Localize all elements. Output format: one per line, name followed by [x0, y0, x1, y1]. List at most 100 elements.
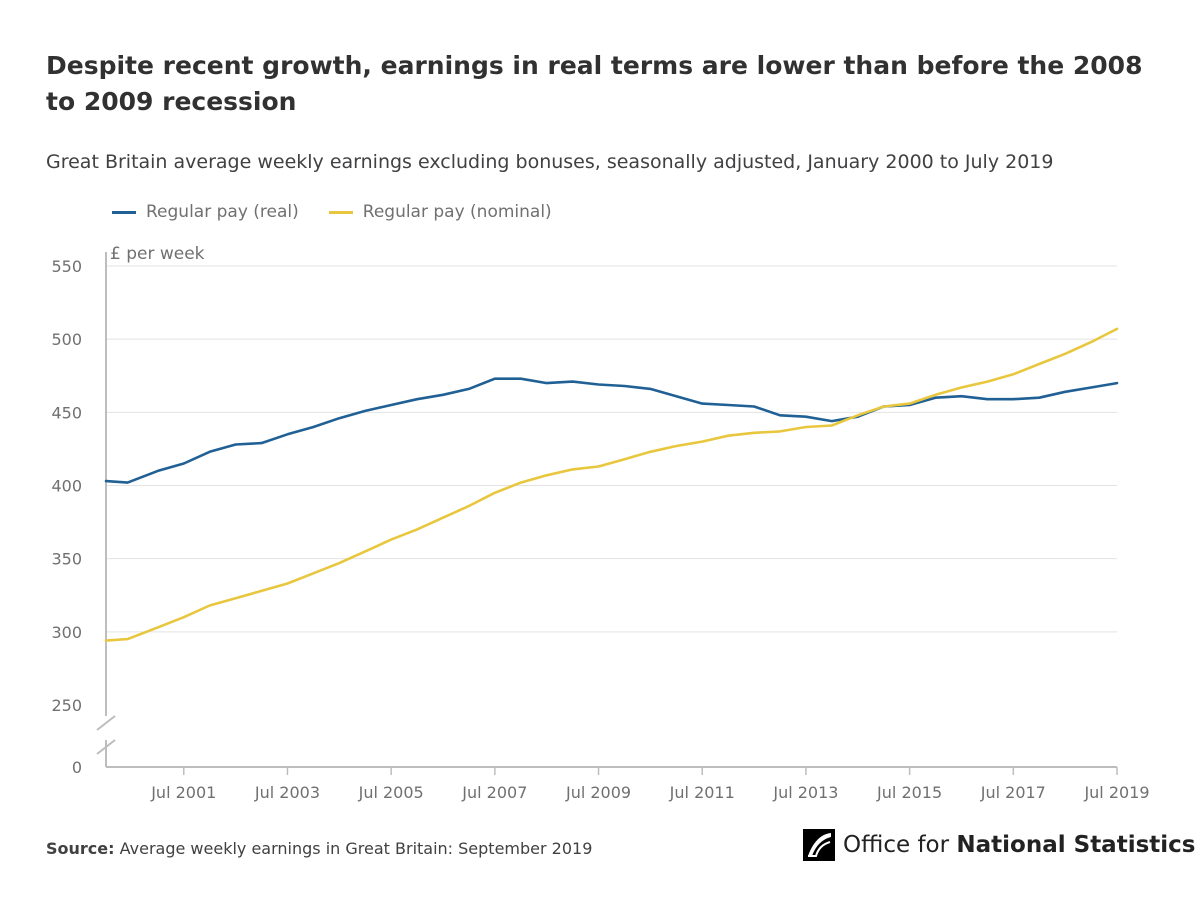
y-tick-350: 350 — [51, 550, 82, 569]
data-point-nominal-14 — [468, 505, 470, 507]
data-point-real-36 — [1038, 396, 1040, 399]
data-point-nominal-21 — [649, 451, 652, 453]
data-point-nominal-12 — [416, 528, 418, 531]
data-point-real-34 — [986, 398, 989, 400]
series-line-nominal — [104, 327, 1119, 642]
x-tick-label-1: Jul 2003 — [254, 783, 320, 802]
data-point-real-14 — [468, 388, 470, 390]
line-chart: 0 250 300 350 400 450 500 550 £ per week Jul 20… — [51, 244, 1149, 802]
data-point-nominal-15 — [494, 492, 496, 494]
axes — [96, 252, 1117, 768]
legend-swatch-nominal — [328, 210, 353, 214]
x-tick-label-7: Jul 2015 — [876, 783, 942, 802]
data-point-real-16 — [520, 377, 522, 380]
data-point-real-38 — [1090, 386, 1092, 389]
data-point-nominal-36 — [1038, 363, 1040, 365]
data-point-real-15 — [494, 377, 496, 380]
data-point-nominal-26 — [779, 430, 781, 433]
data-point-real-25 — [753, 405, 755, 408]
y-tick-550: 550 — [51, 257, 82, 276]
data-point-real-8 — [312, 426, 315, 428]
data-point-real-3 — [183, 462, 185, 465]
chart-title: Despite recent growth, earnings in real … — [46, 51, 1143, 116]
data-point-real-7 — [286, 433, 289, 436]
data-point-real-17 — [545, 382, 548, 384]
data-point-real-39 — [1116, 382, 1118, 384]
x-tick-label-2: Jul 2005 — [358, 783, 424, 802]
data-point-nominal-1 — [126, 638, 129, 640]
data-point-real-23 — [701, 402, 703, 405]
data-point-real-24 — [727, 404, 729, 406]
x-tick-label-4: Jul 2009 — [565, 783, 631, 802]
ons-logo-text: Office for National Statistics — [843, 832, 1195, 858]
data-point-real-32 — [934, 396, 937, 399]
data-point-nominal-0 — [105, 639, 107, 642]
data-point-real-22 — [675, 395, 678, 397]
data-point-real-10 — [364, 410, 367, 412]
data-point-real-19 — [597, 383, 600, 386]
data-point-nominal-28 — [831, 424, 833, 427]
data-point-nominal-5 — [234, 597, 237, 599]
data-point-nominal-8 — [312, 572, 315, 575]
x-tick-label-5: Jul 2011 — [669, 783, 735, 802]
data-point-real-0 — [105, 480, 107, 482]
data-point-nominal-29 — [857, 414, 859, 417]
chart-subtitle: Great Britain average weekly earnings ex… — [46, 151, 1054, 173]
data-point-real-11 — [390, 404, 393, 406]
data-point-nominal-39 — [1116, 328, 1118, 330]
gridlines — [106, 265, 1117, 633]
data-point-real-13 — [442, 394, 444, 396]
chart-legend: Regular pay (real) Regular pay (nominal) — [112, 199, 582, 225]
y-tick-400: 400 — [51, 477, 82, 496]
data-point-nominal-4 — [208, 604, 211, 607]
data-point-nominal-7 — [286, 582, 289, 585]
data-point-real-6 — [260, 442, 263, 444]
data-point-real-26 — [779, 414, 781, 417]
data-point-nominal-10 — [364, 550, 367, 553]
axis-break-mark-lower — [96, 739, 116, 755]
data-point-nominal-16 — [520, 481, 522, 484]
data-point-real-20 — [623, 385, 626, 387]
y-tick-450: 450 — [51, 403, 82, 422]
data-point-real-12 — [416, 398, 418, 400]
data-point-nominal-31 — [908, 402, 911, 405]
data-point-real-5 — [234, 443, 237, 446]
data-point-nominal-37 — [1064, 353, 1066, 355]
data-point-nominal-38 — [1090, 341, 1092, 343]
x-tick-label-3: Jul 2007 — [461, 783, 527, 802]
data-point-nominal-32 — [934, 394, 937, 396]
source-label: Source: — [46, 839, 115, 858]
legend-swatch-real — [112, 210, 136, 214]
source-text: Average weekly earnings in Great Britain… — [119, 839, 593, 858]
y-tick-500: 500 — [51, 330, 82, 349]
data-point-nominal-18 — [571, 468, 574, 471]
x-tick-label-6: Jul 2013 — [772, 783, 838, 802]
y-axis-ticks: 0 250 300 350 400 450 500 550 — [51, 257, 82, 777]
legend-item-real: Regular pay (real) — [112, 202, 299, 222]
data-point-nominal-9 — [338, 562, 341, 564]
data-point-real-1 — [126, 481, 129, 484]
data-point-nominal-20 — [623, 458, 626, 460]
data-point-nominal-22 — [675, 445, 678, 447]
y-tick-0: 0 — [72, 758, 82, 777]
source-note: Source: Average weekly earnings in Great… — [46, 839, 592, 858]
data-point-real-21 — [649, 388, 652, 390]
data-point-real-4 — [208, 451, 211, 453]
data-point-nominal-19 — [597, 465, 600, 468]
data-point-real-9 — [338, 417, 341, 419]
data-point-nominal-25 — [753, 432, 755, 434]
data-point-nominal-30 — [882, 405, 885, 408]
ons-logo-icon — [803, 829, 835, 861]
data-point-real-2 — [157, 470, 159, 472]
data-point-real-18 — [571, 380, 574, 383]
data-point-nominal-11 — [390, 538, 393, 541]
legend-label-nominal: Regular pay (nominal) — [362, 202, 552, 222]
data-point-real-37 — [1064, 391, 1066, 393]
x-tick-label-0: Jul 2001 — [150, 783, 216, 802]
data-point-nominal-24 — [727, 434, 729, 437]
data-point-nominal-35 — [1012, 373, 1015, 376]
data-point-real-33 — [960, 395, 963, 397]
series-lines — [104, 327, 1119, 642]
legend-label-real: Regular pay (real) — [146, 202, 299, 222]
data-point-nominal-6 — [260, 590, 263, 592]
